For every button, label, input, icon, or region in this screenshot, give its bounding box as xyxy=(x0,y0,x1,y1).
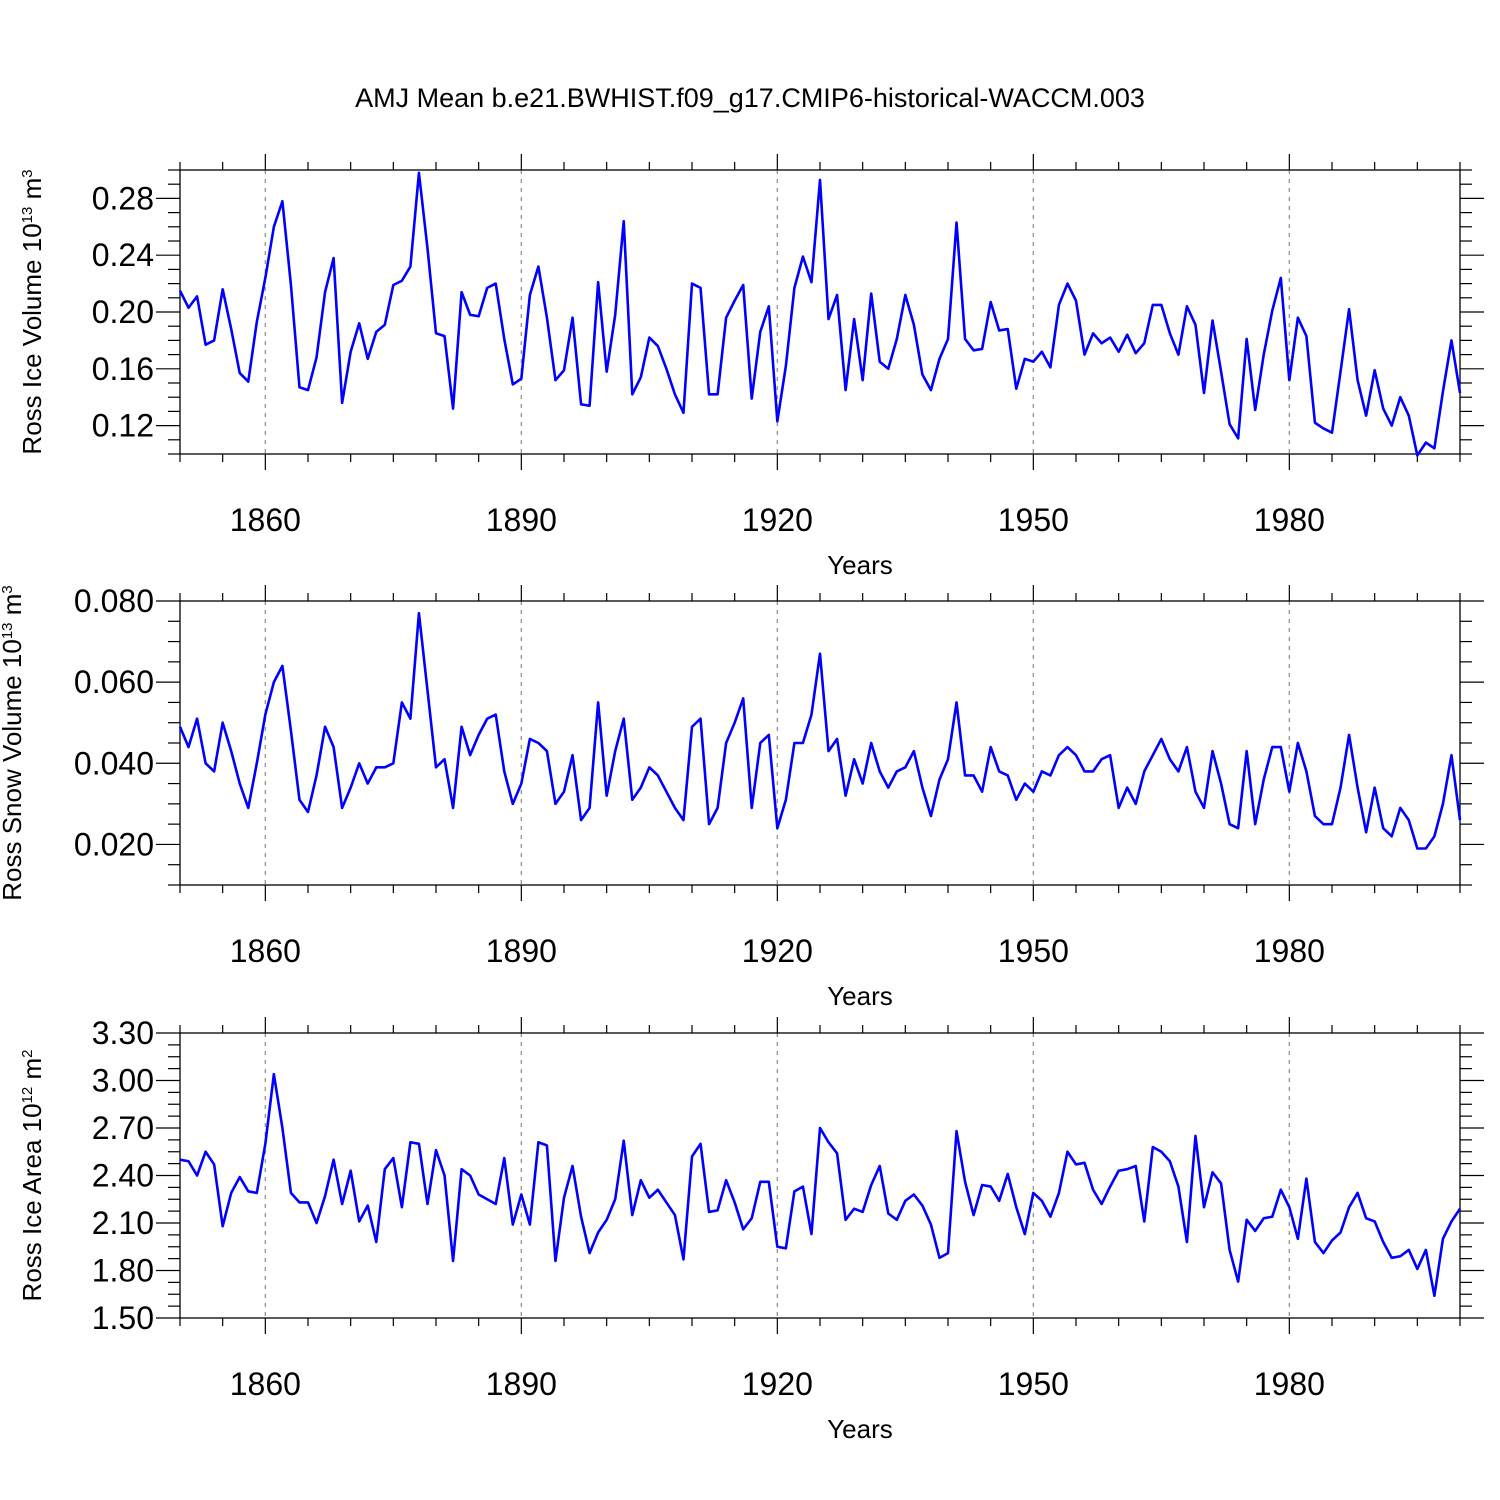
y-tick-label: 2.40 xyxy=(92,1158,154,1194)
series-line xyxy=(178,611,1462,850)
y-tick-label: 0.12 xyxy=(92,408,154,444)
y-tick-label: 2.10 xyxy=(92,1205,154,1241)
series-line xyxy=(178,171,1462,457)
chart-panels: 0.12 0.16 0.20 0.24 0.28 1860 1890 1920 1950 1980… xyxy=(0,154,1484,1444)
y-tick-label: 1.80 xyxy=(92,1253,154,1289)
x-tick-label: 1920 xyxy=(742,502,813,538)
x-tick-label: 1860 xyxy=(230,1366,301,1402)
x-tick-label: 1950 xyxy=(998,933,1069,969)
x-axis-title: Years xyxy=(827,1414,893,1444)
series-line xyxy=(179,1072,1462,1298)
y-tick-label: 1.50 xyxy=(92,1300,154,1336)
y-tick-label: 0.28 xyxy=(92,180,154,216)
y-tick-label: 0.060 xyxy=(74,664,154,700)
y-tick-label: 0.16 xyxy=(92,351,154,387)
x-tick-label: 1980 xyxy=(1254,502,1325,538)
panel-2: 0.020 0.040 0.060 0.080 1860 1890 1920 1950 1980… xyxy=(0,583,1484,1011)
y-axis-title: Ross Snow Volume 1013 m3 xyxy=(0,585,27,901)
plot-frame xyxy=(179,169,1461,455)
x-tick-label: 1920 xyxy=(742,933,813,969)
x-tick-label: 1980 xyxy=(1254,933,1325,969)
panel-1: 0.12 0.16 0.20 0.24 0.28 1860 1890 1920 1950 1980… xyxy=(17,154,1484,580)
x-axis-title: Years xyxy=(827,550,893,580)
x-tick-label: 1920 xyxy=(742,1366,813,1402)
x-tick-label: 1980 xyxy=(1254,1366,1325,1402)
y-tick-label: 0.24 xyxy=(92,237,154,273)
plot-frame xyxy=(179,1032,1461,1319)
x-tick-label: 1950 xyxy=(998,502,1069,538)
y-tick-label: 0.20 xyxy=(92,294,154,330)
x-tick-label: 1860 xyxy=(230,502,301,538)
y-tick-label: 0.080 xyxy=(74,583,154,619)
x-axis-title: Years xyxy=(827,981,893,1011)
y-axis-title: Ross Ice Area 1012 m2 xyxy=(17,1050,47,1302)
x-tick-label: 1890 xyxy=(486,502,557,538)
y-axis-title: Ross Ice Volume 1013 m3 xyxy=(17,169,47,454)
panel-3: 1.50 1.80 2.10 2.40 2.70 3.00 3.30 1860 1890 1920… xyxy=(17,1015,1484,1444)
chart-title: AMJ Mean b.e21.BWHIST.f09_g17.CMIP6-hist… xyxy=(355,83,1145,113)
y-tick-label: 0.040 xyxy=(74,745,154,781)
x-tick-label: 1890 xyxy=(486,933,557,969)
y-tick-label: 2.70 xyxy=(92,1110,154,1146)
y-tick-label: 3.30 xyxy=(92,1015,154,1051)
plot-frame xyxy=(179,600,1461,886)
y-tick-label: 3.00 xyxy=(92,1063,154,1099)
x-tick-label: 1890 xyxy=(486,1366,557,1402)
y-tick-label: 0.020 xyxy=(74,826,154,862)
x-tick-label: 1950 xyxy=(998,1366,1069,1402)
x-tick-label: 1860 xyxy=(230,933,301,969)
